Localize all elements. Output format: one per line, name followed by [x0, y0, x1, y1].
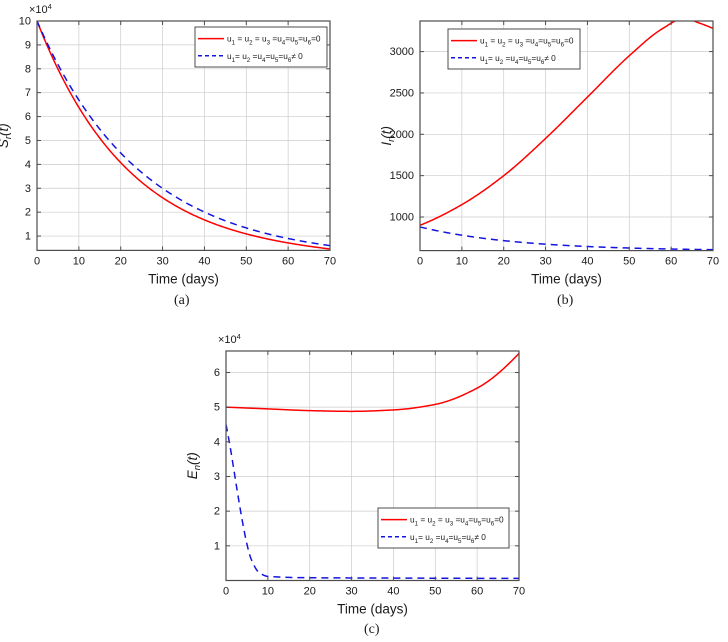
svg-text:0: 0 — [417, 256, 423, 268]
svg-text:1000: 1000 — [390, 212, 414, 224]
svg-text:5: 5 — [214, 401, 220, 413]
svg-text:70: 70 — [707, 256, 719, 268]
svg-text:9: 9 — [25, 39, 31, 51]
svg-text:4: 4 — [214, 436, 220, 448]
svg-text:Sr(t): Sr(t) — [0, 123, 14, 148]
svg-text:5: 5 — [25, 135, 31, 147]
svg-text:10: 10 — [456, 256, 468, 268]
svg-text:40: 40 — [387, 585, 399, 597]
svg-text:20: 20 — [498, 256, 510, 268]
svg-text:×104: ×104 — [218, 332, 241, 346]
svg-text:50: 50 — [429, 585, 441, 597]
svg-text:Time (days): Time (days) — [337, 601, 408, 616]
svg-text:3000: 3000 — [390, 46, 414, 58]
svg-text:20: 20 — [304, 585, 316, 597]
svg-text:4: 4 — [25, 158, 31, 170]
svg-text:1500: 1500 — [390, 170, 414, 182]
svg-text:50: 50 — [240, 255, 252, 267]
svg-text:10: 10 — [262, 585, 274, 597]
svg-text:2: 2 — [214, 505, 220, 517]
svg-text:10: 10 — [73, 255, 85, 267]
svg-text:50: 50 — [623, 256, 635, 268]
svg-text:1: 1 — [25, 230, 31, 242]
svg-text:3: 3 — [25, 182, 31, 194]
svg-text:30: 30 — [539, 256, 551, 268]
svg-text:10: 10 — [19, 15, 31, 27]
svg-text:60: 60 — [665, 256, 677, 268]
svg-text:6: 6 — [25, 111, 31, 123]
svg-text:7: 7 — [25, 87, 31, 99]
svg-text:3: 3 — [214, 471, 220, 483]
svg-text:70: 70 — [513, 585, 525, 597]
svg-text:6: 6 — [214, 366, 220, 378]
svg-text:20: 20 — [115, 255, 127, 267]
svg-text:0: 0 — [223, 585, 229, 597]
svg-text:En(t): En(t) — [185, 452, 203, 479]
svg-text:30: 30 — [156, 255, 168, 267]
svg-text:60: 60 — [471, 585, 483, 597]
svg-text:1: 1 — [214, 540, 220, 552]
svg-text:8: 8 — [25, 63, 31, 75]
svg-text:2: 2 — [25, 206, 31, 218]
svg-text:0: 0 — [34, 255, 40, 267]
svg-text:Time (days): Time (days) — [148, 271, 219, 286]
svg-text:70: 70 — [324, 255, 336, 267]
svg-text:40: 40 — [198, 255, 210, 267]
svg-text:×104: ×104 — [29, 2, 52, 16]
svg-text:2500: 2500 — [390, 87, 414, 99]
svg-text:40: 40 — [581, 256, 593, 268]
svg-text:60: 60 — [282, 255, 294, 267]
svg-text:Time (days): Time (days) — [531, 272, 602, 287]
svg-text:30: 30 — [345, 585, 357, 597]
